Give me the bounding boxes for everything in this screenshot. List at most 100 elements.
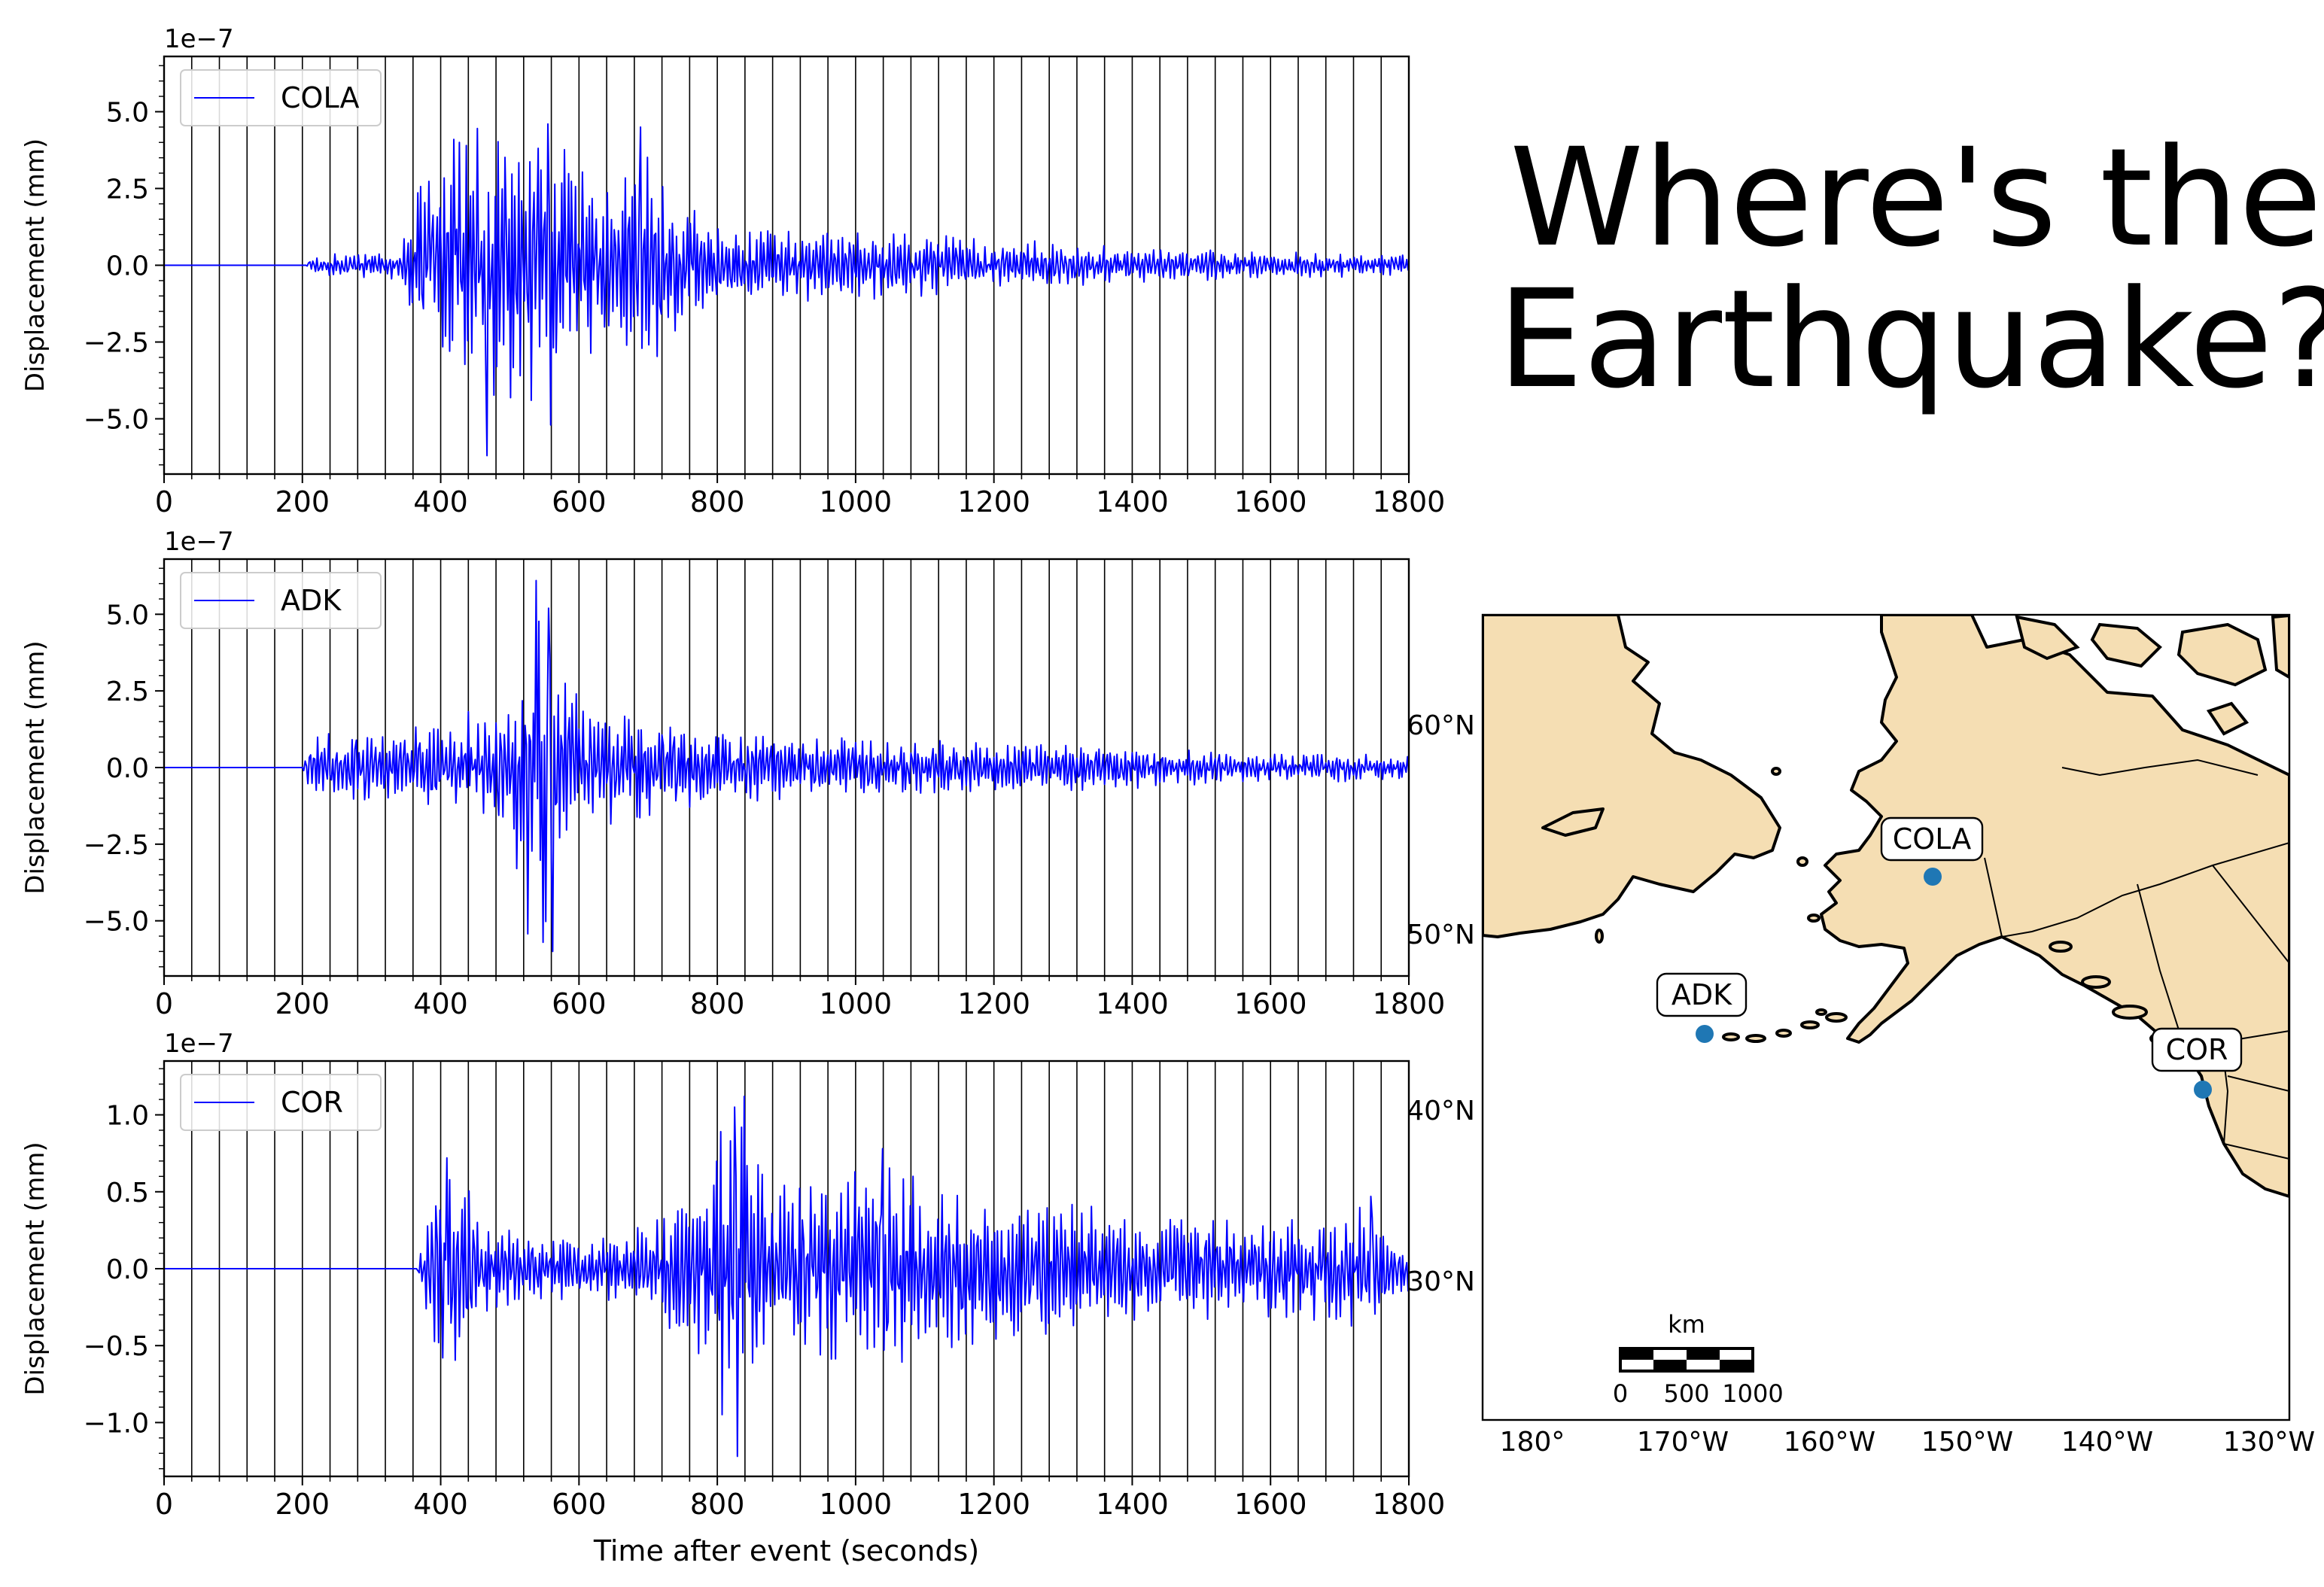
station-adk: ADK <box>1656 972 1748 1043</box>
station-map: 60°N 50°N 40°N 30°N 180° 170°W 160°W 150… <box>1407 613 2315 1458</box>
y-tick-label: 5.0 <box>106 600 149 631</box>
y-tick-label: 0.5 <box>106 1178 149 1208</box>
station-label-box <box>2151 1027 2243 1072</box>
y-tick-label: 1.0 <box>106 1101 149 1132</box>
x-axis-ticks: 0 200 400 600 800 1000 1200 1400 1600 1800 <box>155 474 1445 518</box>
scale-bar-tick: 0 <box>1613 1379 1628 1408</box>
vertical-gridlines <box>190 1061 1383 1476</box>
x-tick-label: 1600 <box>1234 987 1307 1020</box>
title-line-2: Earthquake? <box>1498 261 2324 418</box>
lon-label: 140°W <box>2061 1427 2153 1458</box>
x-tick-label: 1400 <box>1096 485 1169 518</box>
waveform-line <box>164 123 1410 457</box>
x-tick-label: 1200 <box>957 485 1030 518</box>
lon-label: 160°W <box>1784 1427 1875 1458</box>
y-tick-label: 0.0 <box>106 251 149 282</box>
scale-bar-tick: 1000 <box>1722 1379 1783 1408</box>
legend-box <box>180 1074 382 1131</box>
station-label-box <box>1880 816 1984 862</box>
station-label: COR <box>2166 1033 2228 1066</box>
x-tick-label: 400 <box>413 987 468 1020</box>
legend: COR <box>180 1074 382 1131</box>
y-tick-label: −2.5 <box>84 328 149 359</box>
x-tick-label: 600 <box>552 1488 607 1521</box>
y-tick-label: −5.0 <box>84 405 149 436</box>
x-tick-label: 1800 <box>1373 1488 1446 1521</box>
y-tick-label: 5.0 <box>106 97 149 128</box>
station-marker <box>2194 1081 2212 1099</box>
y-axis-ticks: 5.0 2.5 0.0 −2.5 −5.0 <box>84 567 164 968</box>
y-tick-label: 0.0 <box>106 753 149 784</box>
y-tick-label: −1.0 <box>84 1408 149 1439</box>
x-axis-label: Time after event (seconds) <box>593 1534 979 1567</box>
station-cola: COLA <box>1880 816 1984 886</box>
waveform-line <box>164 579 1410 953</box>
title-line-1: Where's the <box>1510 120 2322 277</box>
scale-bar-tick: 500 <box>1663 1379 1709 1408</box>
y-axis-ticks: 5.0 2.5 0.0 −2.5 −5.0 <box>84 65 164 466</box>
figure-title: Where's the Earthquake? <box>1498 128 2324 411</box>
legend-box <box>180 572 382 629</box>
x-tick-label: 1000 <box>820 485 893 518</box>
x-tick-label: 400 <box>413 485 468 518</box>
legend-entry-cor: COR <box>281 1086 343 1119</box>
y-tick-label: −2.5 <box>84 830 149 861</box>
legend-entry-adk: ADK <box>281 584 342 617</box>
y-tick-label: 2.5 <box>106 676 149 707</box>
x-tick-label: 0 <box>155 1488 173 1521</box>
siberia-landmass <box>1483 615 1781 938</box>
y-tick-label: −0.5 <box>84 1331 149 1362</box>
x-axis-ticks: 0 200 400 600 800 1000 1200 1400 1600 1800 <box>155 1476 1445 1521</box>
y-tick-label: −5.0 <box>84 907 149 938</box>
borders <box>1984 759 2289 1160</box>
y-scale-exponent: 1e−7 <box>164 527 234 557</box>
x-tick-label: 1000 <box>820 1488 893 1521</box>
arctic-island <box>2090 622 2162 668</box>
x-tick-label: 1600 <box>1234 485 1307 518</box>
landmasses <box>1483 615 2289 1198</box>
y-axis-label: Displacement (mm) <box>20 640 50 894</box>
coastal-islands <box>2049 941 2170 1044</box>
y-scale-exponent: 1e−7 <box>164 1029 234 1059</box>
arctic-island <box>2271 615 2289 679</box>
x-tick-label: 1400 <box>1096 987 1169 1020</box>
y-tick-label: 0.0 <box>106 1254 149 1285</box>
x-tick-label: 1800 <box>1373 485 1446 518</box>
x-tick-label: 1600 <box>1234 1488 1307 1521</box>
aleutian-islands <box>1595 767 1848 1043</box>
north-america-landmass <box>1820 615 2289 1198</box>
lon-label: 150°W <box>1921 1427 2013 1458</box>
station-label: COLA <box>1893 822 1971 856</box>
lon-label: 170°W <box>1637 1427 1729 1458</box>
seismogram-panel-cor: 0 200 400 600 800 1000 1200 1400 1600 1800 1.0 0.5… <box>20 1029 1445 1567</box>
arctic-island <box>2206 701 2249 736</box>
x-tick-label: 600 <box>552 485 607 518</box>
station-label: ADK <box>1672 978 1732 1011</box>
x-tick-label: 0 <box>155 987 173 1020</box>
x-tick-label: 1800 <box>1373 987 1446 1020</box>
x-tick-label: 0 <box>155 485 173 518</box>
lat-label: 50°N <box>1407 920 1475 950</box>
legend-box <box>180 69 382 126</box>
legend-entry-cola: COLA <box>281 81 359 114</box>
arctic-island <box>2015 615 2080 661</box>
legend: ADK <box>180 572 382 629</box>
x-axis-ticks: 0 200 400 600 800 1000 1200 1400 1600 1800 <box>155 976 1445 1020</box>
lon-label: 180° <box>1500 1427 1565 1458</box>
x-tick-label: 600 <box>552 987 607 1020</box>
seismogram-panel-adk: 0 200 400 600 800 1000 1200 1400 1600 1800 5.0 2.5… <box>20 527 1445 1020</box>
arctic-island <box>2176 622 2268 687</box>
x-tick-label: 400 <box>413 1488 468 1521</box>
lat-label: 30°N <box>1407 1266 1475 1297</box>
map-frame <box>1481 613 2291 1421</box>
x-tick-label: 800 <box>690 1488 745 1521</box>
station-label-box <box>1656 972 1748 1017</box>
y-axis-label: Displacement (mm) <box>20 138 50 392</box>
y-axis-ticks: 1.0 0.5 0.0 −0.5 −1.0 <box>84 1068 164 1470</box>
x-tick-label: 1400 <box>1096 1488 1169 1521</box>
waveform-line <box>164 1096 1410 1458</box>
lat-label: 40°N <box>1407 1096 1475 1126</box>
lon-label: 130°W <box>2223 1427 2315 1458</box>
station-marker <box>1924 868 1942 886</box>
